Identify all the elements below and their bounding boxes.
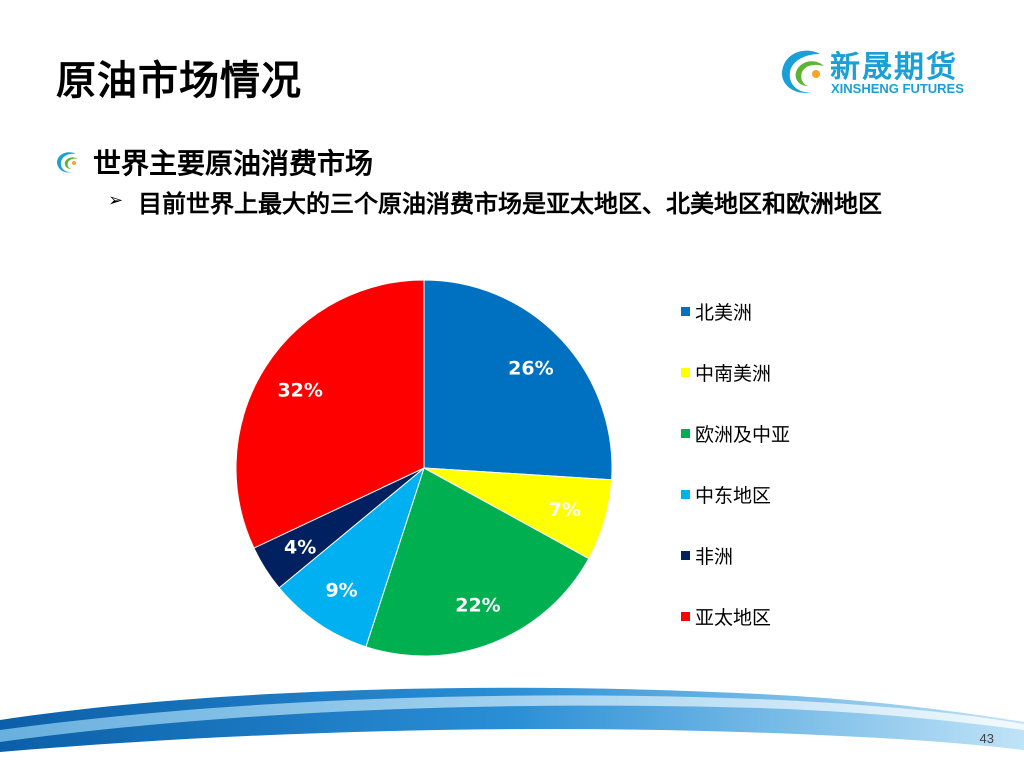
arrow-bullet-icon: ➢ bbox=[108, 190, 124, 211]
legend-entry: 北美洲 bbox=[681, 302, 752, 324]
bullet-level2-text: 目前世界上最大的三个原油消费市场是亚太地区、北美地区和欧洲地区 bbox=[138, 190, 882, 218]
legend-swatch bbox=[681, 490, 690, 499]
legend-swatch bbox=[681, 368, 690, 377]
legend-swatch bbox=[681, 551, 690, 560]
logo-name-cn: 新晟期货 bbox=[830, 50, 958, 85]
pie-slice bbox=[278, 466, 426, 648]
legend-entry: 非洲 bbox=[681, 546, 733, 568]
legend-entry: 欧洲及中亚 bbox=[681, 424, 790, 446]
bullet-level1: 世界主要原油消费市场 bbox=[55, 142, 373, 182]
legend-label: 中南美洲 bbox=[695, 363, 771, 385]
pie-data-label: 4% bbox=[284, 537, 316, 559]
legend-swatch bbox=[681, 612, 690, 621]
page-number: 43 bbox=[979, 731, 994, 746]
pie-slice bbox=[365, 467, 590, 657]
legend-swatch bbox=[681, 429, 690, 438]
logo-swirl-icon bbox=[781, 50, 824, 93]
bullet-level1-text: 世界主要原油消费市场 bbox=[93, 147, 374, 180]
pie-data-label: 22% bbox=[455, 594, 500, 616]
pie-slice bbox=[235, 279, 425, 549]
pie-slice bbox=[423, 279, 613, 481]
pie-slices bbox=[235, 279, 613, 657]
pie-data-label: 32% bbox=[277, 379, 322, 401]
page-title: 原油市场情况 bbox=[56, 58, 302, 104]
legend-swatch bbox=[681, 307, 690, 316]
legend-label: 中东地区 bbox=[695, 485, 771, 507]
legend-label: 欧洲及中亚 bbox=[695, 424, 790, 446]
legend-label: 北美洲 bbox=[695, 302, 752, 324]
pie-data-label: 26% bbox=[508, 358, 553, 380]
legend-label: 亚太地区 bbox=[695, 607, 771, 629]
pie-data-label: 9% bbox=[325, 579, 357, 601]
logo-name-en: XINSHENG FUTURES bbox=[831, 81, 964, 96]
footer-wave-decoration bbox=[0, 687, 1024, 768]
pie-data-label: 7% bbox=[549, 499, 581, 521]
legend-entry: 中南美洲 bbox=[681, 363, 771, 385]
company-logo: 新晟期货 XINSHENG FUTURES bbox=[776, 40, 986, 102]
legend-entry: 中东地区 bbox=[681, 485, 771, 507]
legend-label: 非洲 bbox=[695, 546, 733, 568]
legend-entry: 亚太地区 bbox=[681, 607, 771, 629]
pie-data-labels: 26% 7% 22% 9% 4% 32% bbox=[277, 358, 581, 617]
bullet-swirl-icon bbox=[57, 152, 78, 173]
